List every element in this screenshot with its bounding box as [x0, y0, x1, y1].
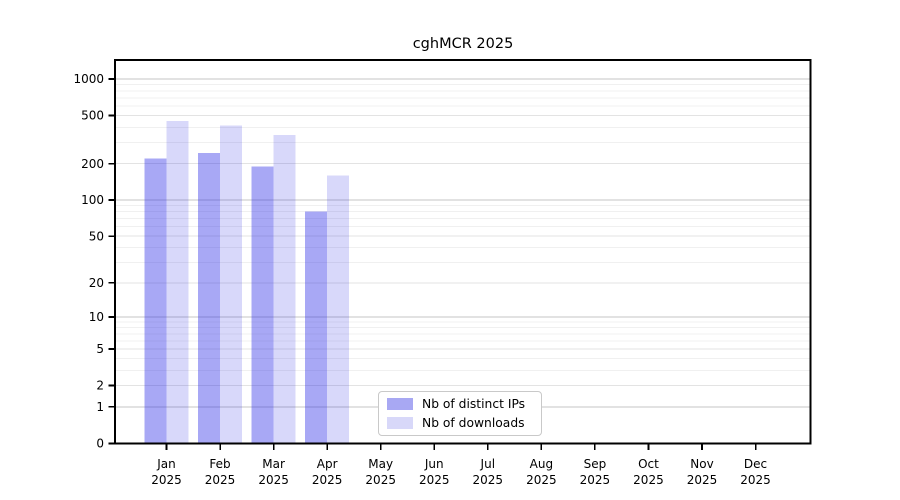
y-tick-label: 500: [81, 109, 104, 123]
y-tick-label: 10: [89, 310, 104, 324]
legend-item-downloads: Nb of downloads: [387, 416, 533, 430]
x-tick-label-month: Jul: [480, 457, 495, 471]
bar-downloads-apr: [327, 175, 350, 444]
y-tick-label: 1000: [73, 72, 104, 86]
x-tick-label-month: Oct: [638, 457, 659, 471]
chart-title: cghMCR 2025: [412, 36, 514, 52]
x-tick-label-year: 2025: [205, 473, 236, 487]
y-tick-label: 2: [96, 379, 104, 393]
x-tick-label-year: 2025: [580, 473, 611, 487]
legend: Nb of distinct IPs Nb of downloads: [378, 391, 542, 436]
x-tick-label-month: Feb: [209, 457, 230, 471]
x-tick-label-year: 2025: [365, 473, 396, 487]
x-tick-label-month: Nov: [690, 457, 713, 471]
y-tick-label: 5: [96, 342, 104, 356]
x-tick-label-year: 2025: [687, 473, 718, 487]
x-tick-label-year: 2025: [633, 473, 664, 487]
legend-label-downloads: Nb of downloads: [422, 415, 525, 430]
legend-item-distinct-ips: Nb of distinct IPs: [387, 397, 533, 411]
x-tick-label-month: Apr: [317, 457, 338, 471]
y-tick-label: 100: [81, 193, 104, 207]
y-tick-label: 200: [81, 157, 104, 171]
x-tick-label-month: Dec: [744, 457, 767, 471]
y-tick-label: 1: [96, 400, 104, 414]
x-tick-label-month: Jun: [424, 457, 444, 471]
bar-distinct-ips-apr: [305, 211, 328, 444]
plot-frame: [114, 59, 812, 445]
y-tick-label: 20: [89, 276, 104, 290]
x-tick-label-year: 2025: [312, 473, 343, 487]
x-tick-label-year: 2025: [419, 473, 450, 487]
bar-distinct-ips-jan: [144, 158, 167, 444]
y-tick-label: 50: [89, 229, 104, 243]
bar-downloads-mar: [273, 135, 296, 444]
legend-swatch-downloads: [387, 416, 413, 429]
x-tick-label-month: May: [368, 457, 393, 471]
legend-swatch-distinct-ips: [387, 398, 413, 411]
x-tick-label-month: Mar: [262, 457, 285, 471]
y-tick-label: 0: [96, 437, 104, 451]
bar-distinct-ips-mar: [251, 166, 274, 444]
x-tick-label-month: Aug: [530, 457, 553, 471]
x-tick-label-year: 2025: [740, 473, 771, 487]
x-tick-label-month: Sep: [584, 457, 607, 471]
bar-distinct-ips-feb: [198, 153, 221, 444]
bar-downloads-jan: [166, 121, 189, 444]
x-tick-label-year: 2025: [258, 473, 289, 487]
x-tick-label-year: 2025: [151, 473, 182, 487]
x-tick-label-year: 2025: [526, 473, 557, 487]
bar-downloads-feb: [220, 125, 243, 444]
x-tick-label-month: Jan: [156, 457, 176, 471]
x-tick-label-year: 2025: [473, 473, 504, 487]
legend-label-distinct-ips: Nb of distinct IPs: [422, 397, 526, 412]
